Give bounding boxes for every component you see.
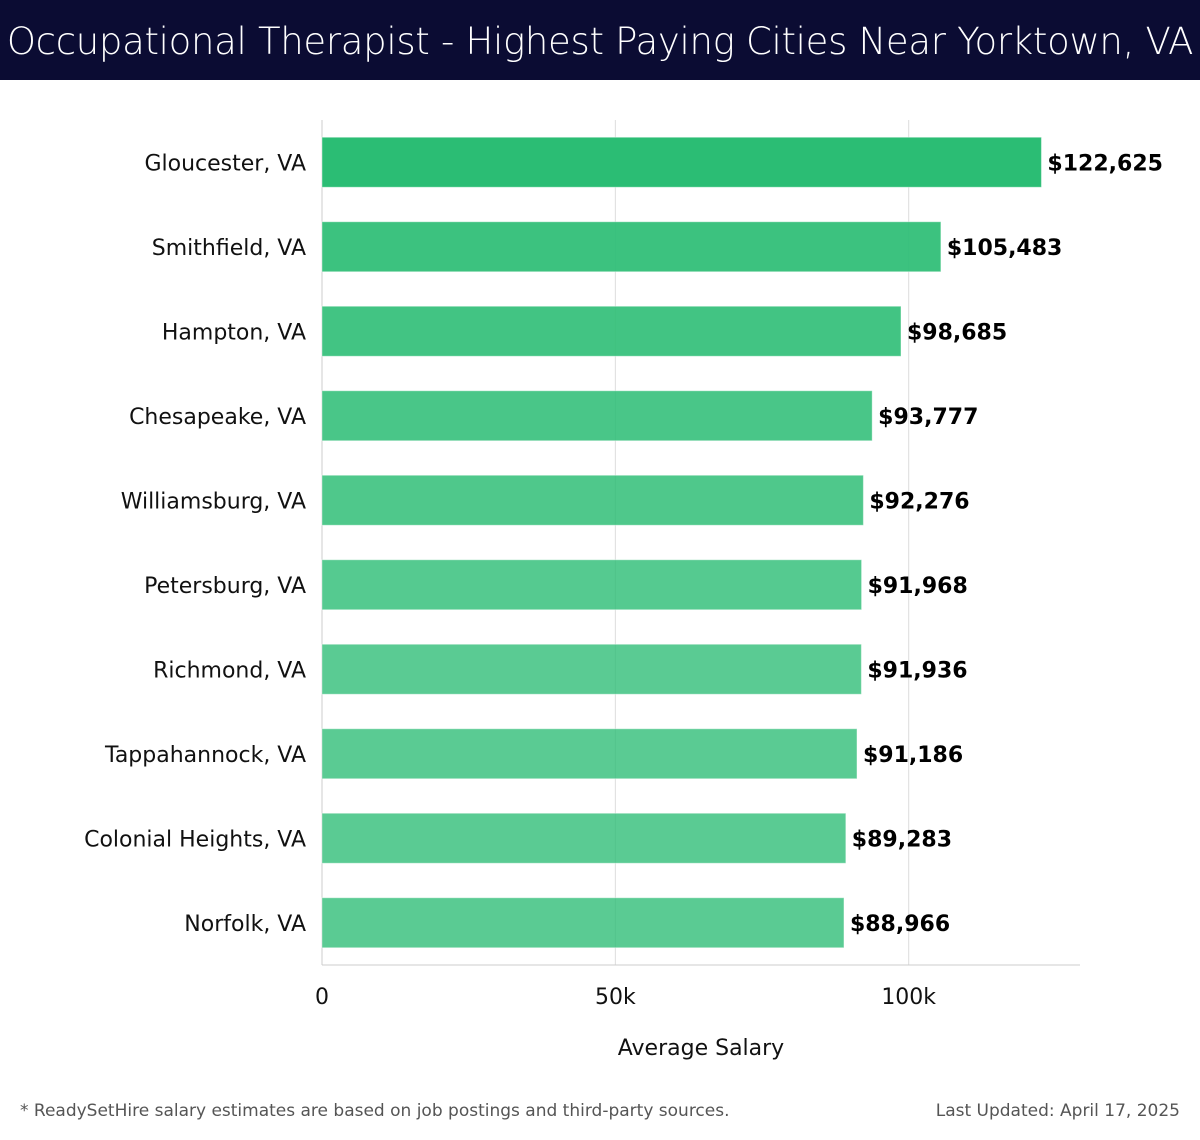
x-tick-label: 50k	[595, 985, 636, 1010]
x-tick-label: 100k	[881, 985, 936, 1010]
bar	[321, 305, 902, 357]
last-updated: Last Updated: April 17, 2025	[935, 1101, 1180, 1121]
data-label: $98,685	[907, 320, 1007, 345]
bar	[321, 728, 858, 780]
category-label: Gloucester, VA	[144, 151, 306, 176]
category-label: Tappahannock, VA	[104, 743, 306, 768]
data-label: $105,483	[947, 236, 1063, 261]
category-label: Norfolk, VA	[184, 912, 306, 937]
bar	[321, 643, 862, 695]
x-tick-label: 0	[315, 985, 329, 1010]
category-label: Richmond, VA	[153, 658, 306, 683]
bar	[321, 812, 847, 864]
data-label: $89,283	[852, 827, 952, 852]
x-axis-title: Average Salary	[618, 1036, 784, 1061]
data-label: $91,968	[868, 574, 968, 599]
bar	[321, 136, 1042, 188]
data-label: $92,276	[869, 489, 969, 514]
bar	[321, 559, 863, 611]
category-label: Colonial Heights, VA	[84, 827, 306, 852]
data-label: $91,186	[863, 743, 963, 768]
category-label: Smithfield, VA	[152, 236, 306, 261]
bar	[321, 474, 864, 526]
category-label: Williamsburg, VA	[121, 489, 306, 514]
data-label: $91,936	[867, 658, 967, 683]
data-label: $122,625	[1047, 151, 1163, 176]
category-label: Hampton, VA	[162, 320, 306, 345]
data-label: $93,777	[878, 405, 978, 430]
category-label: Chesapeake, VA	[129, 405, 306, 430]
bar	[321, 221, 942, 273]
category-label: Petersburg, VA	[144, 574, 306, 599]
footnote: * ReadySetHire salary estimates are base…	[20, 1101, 730, 1121]
chart-title: Occupational Therapist - Highest Paying …	[0, 0, 1200, 80]
bar	[321, 390, 873, 442]
data-label: $88,966	[850, 912, 950, 937]
bar	[321, 897, 845, 949]
